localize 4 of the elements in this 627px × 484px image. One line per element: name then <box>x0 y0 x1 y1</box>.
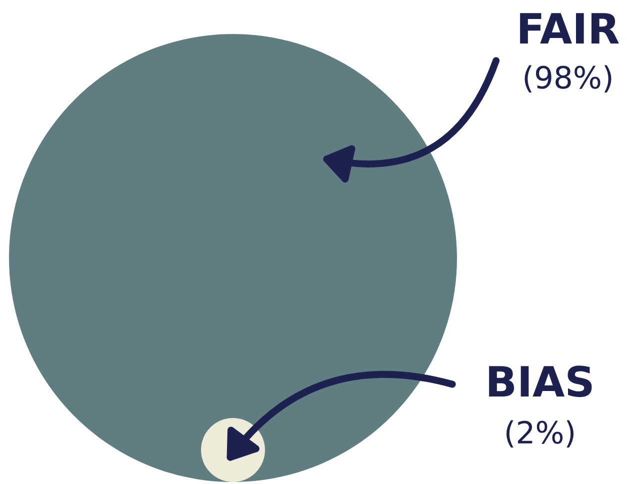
data-label: (98%) <box>524 65 612 92</box>
category-label: BIAS <box>489 366 592 398</box>
category-label: FAIR <box>520 13 619 44</box>
data-label: (2%) <box>506 420 574 448</box>
